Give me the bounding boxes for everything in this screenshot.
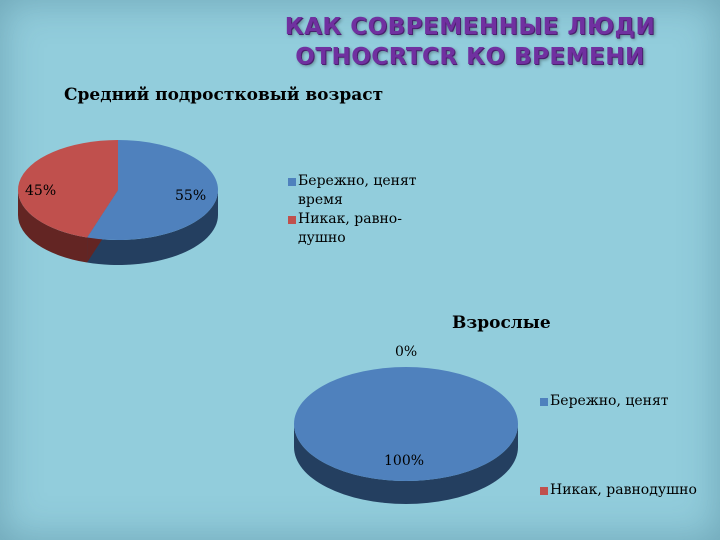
adult-legend-swatch-indifferent: [540, 487, 548, 495]
adult-legend-label-careful: Бережно, ценят: [550, 393, 669, 409]
teen-pie-slice-1: [18, 140, 118, 238]
adult-legend-swatch-careful: [540, 398, 548, 406]
adult-pie-slice-0: [294, 367, 518, 481]
adult-chart-title: Взрослые: [452, 313, 551, 333]
adult-legend-item-careful: Бережно, ценят: [540, 392, 669, 411]
teen-pie-data-label-1: 45%: [25, 183, 56, 199]
adult-legend-row-careful: Бережно, ценят: [540, 392, 669, 411]
teen-legend-item-indifferent: Никак, равно- душно: [288, 210, 428, 248]
adult-legend-item-indifferent: Никак, равнодушно: [540, 481, 697, 500]
teen-chart-title: Средний подростковый возраст: [64, 85, 384, 105]
teen-pie-slice-side-1: [18, 190, 88, 263]
teen-legend-label-indifferent-line-1: Никак, равно-: [298, 211, 402, 227]
slide-title: КАК СОВРЕМЕННЫЕ ЛЮДИ OTHOCRTCR КО ВРЕМЕН…: [230, 12, 710, 72]
adult-pie-slice-side-0: [294, 424, 518, 504]
teen-legend-swatch-careful: [288, 178, 296, 186]
teen-pie-data-label-0: 55%: [175, 188, 206, 204]
teen-legend-label-indifferent: Никак, равно- душно: [298, 210, 402, 248]
slide-title-line-1: КАК СОВРЕМЕННЫЕ ЛЮДИ: [284, 14, 656, 40]
teen-legend: Бережно, ценят время Никак, равно- душно: [288, 172, 428, 248]
teen-legend-label-indifferent-line-2: душно: [298, 230, 346, 246]
teen-legend-label-careful: Бережно, ценят время: [298, 172, 417, 210]
adult-legend-label-indifferent: Никак, равнодушно: [550, 482, 697, 498]
adult-pie-data-label-1: 0%: [395, 344, 417, 360]
slide-title-line-2: OTHOCRTCR КО ВРЕМЕНИ: [295, 44, 645, 70]
adult-pie-data-label-0: 100%: [384, 453, 424, 469]
teen-legend-item-careful: Бережно, ценят время: [288, 172, 428, 210]
teen-legend-label-careful-line-1: Бережно, ценят: [298, 173, 417, 189]
teen-pie-slice-side-0: [87, 190, 218, 265]
teen-legend-swatch-indifferent: [288, 216, 296, 224]
teen-pie-slice-0: [87, 140, 219, 240]
adult-legend-row-indifferent: Никак, равнодушно: [540, 481, 697, 500]
teen-legend-label-careful-line-2: время: [298, 192, 343, 208]
